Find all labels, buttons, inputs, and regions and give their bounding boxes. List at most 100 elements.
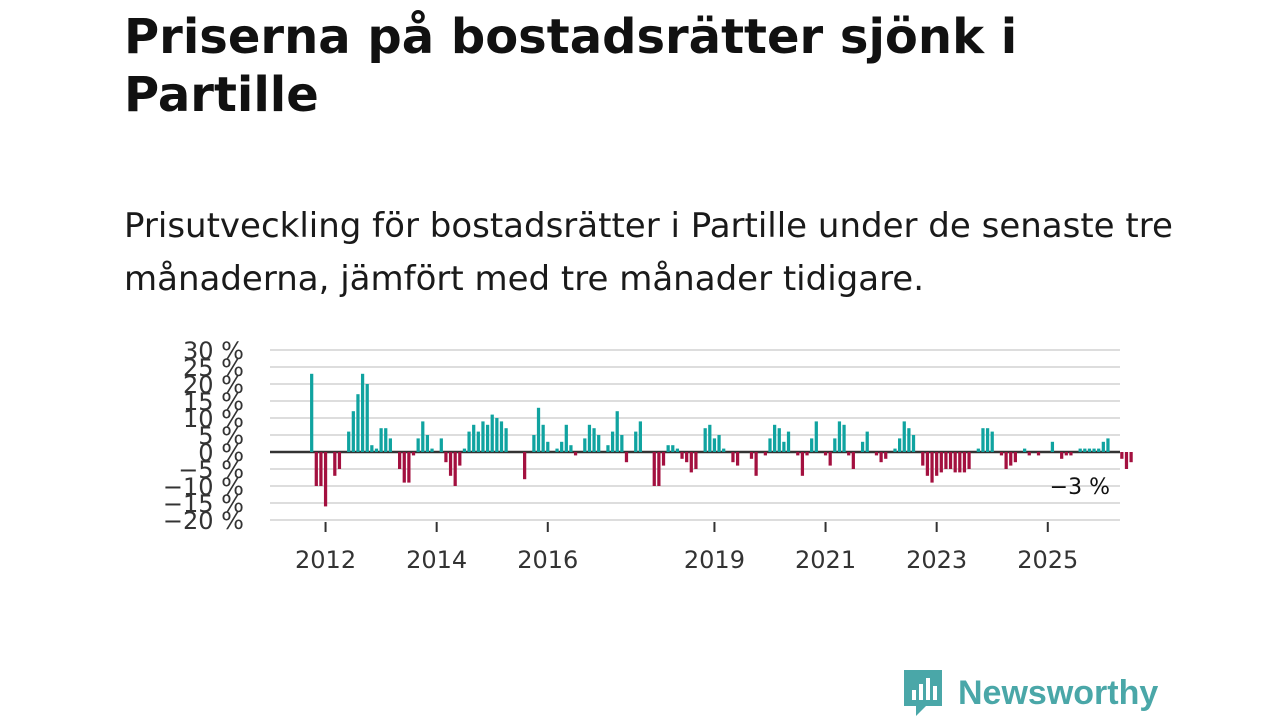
bar bbox=[782, 441, 786, 452]
bar bbox=[879, 452, 883, 463]
bar bbox=[564, 424, 568, 452]
bar bbox=[532, 435, 536, 452]
bar bbox=[874, 452, 879, 456]
y-axis-labels: 30 %25 %20 %15 %10 %5 %0 %−5 %−10 %−15 %… bbox=[163, 337, 244, 535]
bar bbox=[476, 431, 480, 452]
bar bbox=[439, 438, 443, 452]
bar bbox=[1101, 441, 1105, 452]
x-tick-label: 2019 bbox=[684, 546, 745, 574]
y-tick-label: 25 % bbox=[183, 354, 244, 382]
bar bbox=[597, 435, 601, 452]
bar bbox=[490, 414, 494, 452]
bar bbox=[481, 421, 485, 452]
bar bbox=[462, 448, 467, 452]
bar bbox=[837, 421, 842, 452]
x-tick-label: 2012 bbox=[295, 546, 356, 574]
bar bbox=[860, 441, 865, 452]
bar bbox=[374, 448, 379, 452]
bar bbox=[546, 441, 550, 452]
bar bbox=[402, 452, 406, 483]
bar bbox=[703, 428, 707, 452]
bar bbox=[485, 424, 490, 452]
bar bbox=[1083, 448, 1087, 452]
bar bbox=[337, 452, 342, 469]
bar bbox=[800, 452, 805, 476]
bar bbox=[990, 431, 994, 452]
bar bbox=[587, 424, 592, 452]
bar bbox=[1060, 452, 1064, 459]
bar bbox=[921, 452, 925, 466]
bar bbox=[398, 452, 402, 469]
bar bbox=[347, 431, 351, 452]
bar bbox=[453, 452, 457, 486]
bar bbox=[425, 435, 430, 452]
bar bbox=[671, 445, 675, 452]
bar bbox=[323, 452, 328, 507]
y-tick-label: 5 % bbox=[198, 422, 244, 450]
bar bbox=[523, 452, 527, 480]
bar bbox=[314, 452, 318, 486]
bar bbox=[573, 452, 578, 456]
bar bbox=[749, 452, 754, 459]
bar bbox=[985, 428, 990, 452]
bar bbox=[370, 445, 374, 452]
bar bbox=[722, 448, 726, 452]
bar bbox=[351, 411, 355, 452]
bar bbox=[583, 438, 587, 452]
bar bbox=[833, 438, 837, 452]
bar bbox=[962, 452, 967, 473]
bar bbox=[731, 452, 735, 463]
bar bbox=[592, 428, 596, 452]
bar bbox=[828, 452, 832, 466]
bar bbox=[1078, 448, 1082, 452]
bar bbox=[754, 452, 758, 476]
x-tick-label: 2014 bbox=[406, 546, 467, 574]
y-tick-label: 30 % bbox=[183, 337, 244, 365]
bar bbox=[638, 421, 642, 452]
y-tick-label: 0 % bbox=[198, 439, 244, 467]
bar bbox=[763, 452, 767, 456]
bar bbox=[1129, 452, 1133, 463]
bar bbox=[675, 448, 680, 452]
bar bbox=[777, 428, 781, 452]
bar bbox=[847, 452, 851, 456]
bar bbox=[902, 421, 906, 452]
bar bbox=[624, 452, 629, 463]
bar bbox=[610, 431, 615, 452]
bar bbox=[935, 452, 939, 476]
bar bbox=[967, 452, 971, 469]
bar bbox=[499, 421, 504, 452]
bar bbox=[1069, 452, 1073, 456]
bar bbox=[560, 441, 564, 452]
bar bbox=[694, 452, 698, 469]
bar bbox=[925, 452, 930, 476]
bar bbox=[930, 452, 934, 483]
bar bbox=[911, 435, 916, 452]
bar bbox=[448, 452, 453, 476]
bar bbox=[851, 452, 855, 469]
x-tick-label: 2023 bbox=[906, 546, 967, 574]
bar bbox=[416, 438, 420, 452]
newsworthy-logo: Newsworthy bbox=[902, 668, 1158, 718]
last-value-annotation: −3 % bbox=[1050, 475, 1110, 500]
bar bbox=[907, 428, 911, 452]
bar bbox=[634, 431, 638, 452]
y-tick-label: 15 % bbox=[183, 388, 244, 416]
bar bbox=[1064, 452, 1068, 456]
bar bbox=[1004, 452, 1008, 469]
bar bbox=[379, 428, 383, 452]
bar bbox=[939, 452, 943, 473]
bar bbox=[615, 411, 619, 452]
bar bbox=[948, 452, 953, 469]
bar bbox=[1087, 448, 1092, 452]
bar bbox=[444, 452, 448, 463]
bar bbox=[735, 452, 740, 466]
bar bbox=[467, 431, 471, 452]
bar bbox=[606, 445, 610, 452]
bar bbox=[666, 445, 670, 452]
bar bbox=[842, 424, 846, 452]
bar bbox=[1027, 452, 1031, 456]
bar bbox=[504, 428, 508, 452]
bar bbox=[1120, 452, 1124, 459]
